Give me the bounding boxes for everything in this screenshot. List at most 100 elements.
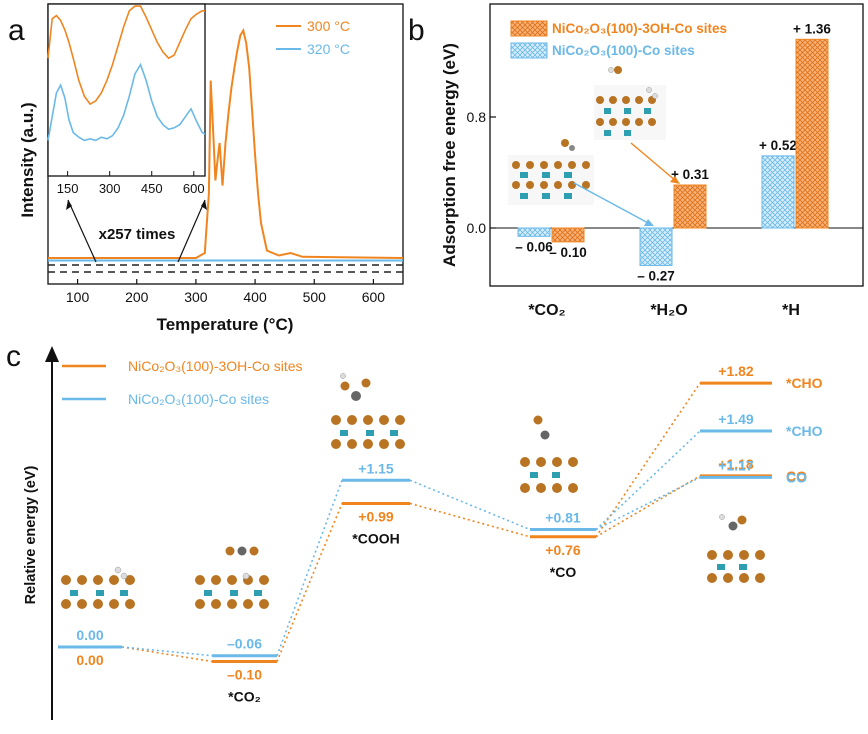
c-species-label: CO [786, 468, 807, 484]
b-bar [673, 184, 707, 229]
b-category-label: *H₂O [650, 302, 687, 319]
b-bar-label: + 0.31 [671, 167, 709, 182]
b-categories: *CO₂ *H₂O *H [528, 302, 800, 319]
b-bars: – 0.06– 0.10 – 0.27 + 0.31 + 0.52 + 1.36 [515, 21, 831, 283]
c-structure-cooh [331, 373, 405, 449]
c-species-label: CO [786, 469, 807, 485]
a-xticks: 100 200 300 400 500 600 [66, 279, 385, 305]
c-level-label: +1.15 [358, 460, 394, 476]
c-connector [121, 646, 213, 657]
b-bar-label: + 1.36 [793, 21, 831, 36]
b-yticks: 0.0 0.8 [467, 109, 496, 236]
b-legend-swatch-co [510, 42, 548, 59]
a-legend-320: 320 °C [307, 41, 350, 57]
panel-b: b Adsorption free energy (eV) 0.0 0.8 – 0… [408, 3, 864, 319]
b-bar [517, 227, 551, 237]
c-structure-co [520, 415, 578, 493]
b-bar [551, 227, 585, 243]
panel-a: a Intensity (a.u.) Temperature (°C) 100 2… [8, 3, 404, 334]
c-connector [595, 382, 701, 538]
c-level-label: +1.82 [718, 363, 754, 379]
a-series-300 [48, 27, 404, 259]
c-step-label: *CO₂ [228, 689, 261, 705]
c-step-label: *COOH [352, 530, 399, 546]
a-inset-frame [47, 3, 206, 177]
c-level-label: –0.10 [227, 667, 262, 683]
b-arrowhead-orange [670, 176, 680, 184]
b-bar [639, 227, 673, 266]
b-arrow-blue [573, 182, 651, 225]
a-arrow-right [177, 199, 206, 263]
b-category-label: *CO₂ [528, 302, 565, 319]
c-connector [595, 476, 701, 531]
c-ylabel: Relative energy (eV) [23, 466, 39, 605]
b-ylabel: Adsorption free energy (eV) [440, 43, 459, 267]
a-arrow-left [67, 199, 97, 263]
a-xtick-label: 100 [66, 289, 90, 305]
b-structure-h2o [594, 66, 666, 140]
c-species-label: *CHO [786, 423, 823, 439]
b-bar-label: + 0.52 [759, 138, 797, 153]
a-inset-xtick-label: 600 [183, 181, 205, 196]
c-level-label: +0.76 [545, 542, 581, 558]
b-structure-co2 [508, 139, 594, 205]
b-legend-3oh: NiCo₂O₃(100)-3OH-Co sites [552, 21, 727, 36]
c-level-label: +0.99 [358, 508, 394, 524]
c-level-label: 0.00 [76, 652, 103, 668]
b-bar-label: – 0.06 [515, 239, 553, 254]
b-bar-label: – 0.27 [637, 268, 675, 283]
a-inset-series-320 [47, 62, 206, 142]
c-axis-arrowhead [45, 346, 59, 362]
c-level-label: +1.18 [718, 456, 754, 472]
a-inset-xticks: 150 300 450 600 [57, 171, 205, 196]
c-connector [595, 475, 701, 538]
c-connector [595, 430, 701, 531]
c-structure-bare [61, 566, 135, 609]
b-arrow-orange [630, 142, 677, 182]
b-category-label: *H [782, 302, 800, 319]
c-energy-diagram: 0.00 –0.10 +0.99 +0.76 +1.82 *CHO +1.18 CO 0.00 –… [58, 363, 823, 705]
c-structure-cho [707, 514, 765, 583]
b-bar-label: – 0.10 [549, 245, 587, 260]
c-legend-co: NiCo₂O₃(100)-Co sites [128, 391, 269, 407]
panel-letter-a: a [8, 14, 25, 47]
b-bar [761, 155, 795, 229]
a-arrowhead-right [201, 200, 207, 210]
a-legend-300: 300 °C [307, 18, 350, 34]
a-xlabel: Temperature (°C) [157, 315, 294, 334]
c-connector [276, 503, 343, 662]
c-structure-co2 [195, 546, 269, 609]
b-ytick-label: 0.0 [467, 220, 487, 236]
c-level-label: +1.49 [718, 411, 754, 427]
b-bar [795, 38, 829, 229]
c-level-label: 0.00 [76, 627, 103, 643]
c-connector [409, 502, 531, 538]
a-arrowhead-left [66, 200, 72, 210]
c-species-label: *CHO [786, 375, 823, 391]
panel-letter-b: b [408, 14, 425, 47]
c-connector [121, 646, 213, 663]
b-legend-co: NiCo₂O₃(100)-Co sites [552, 43, 695, 58]
a-xtick-label: 200 [125, 289, 149, 305]
c-legend-3oh: NiCo₂O₃(100)-3OH-Co sites [128, 358, 303, 374]
a-xtick-label: 500 [303, 289, 327, 305]
b-legend-swatch-3oh [510, 20, 548, 37]
a-xtick-label: 600 [362, 289, 386, 305]
a-ylabel: Intensity (a.u.) [18, 102, 37, 217]
c-level-label: +1.17 [718, 457, 754, 473]
c-connector [276, 479, 343, 656]
panel-letter-c: c [6, 340, 21, 373]
a-inset-xtick-label: 300 [99, 181, 121, 196]
a-inset-xtick-label: 150 [57, 181, 79, 196]
c-level-label: +0.81 [545, 510, 581, 526]
c-level-label: –0.06 [227, 636, 262, 652]
a-inset-xtick-label: 450 [141, 181, 163, 196]
a-xtick-label: 300 [184, 289, 208, 305]
a-xtick-label: 400 [243, 289, 267, 305]
a-annotation: x257 times [99, 226, 176, 243]
b-plot-frame [489, 3, 864, 287]
b-ytick-label: 0.8 [467, 109, 487, 125]
b-arrowhead-blue [644, 219, 654, 226]
panel-c: c Relative energy (eV) NiCo₂O₃(100)-3OH-… [6, 340, 823, 720]
a-inset-series-300 [47, 5, 205, 106]
